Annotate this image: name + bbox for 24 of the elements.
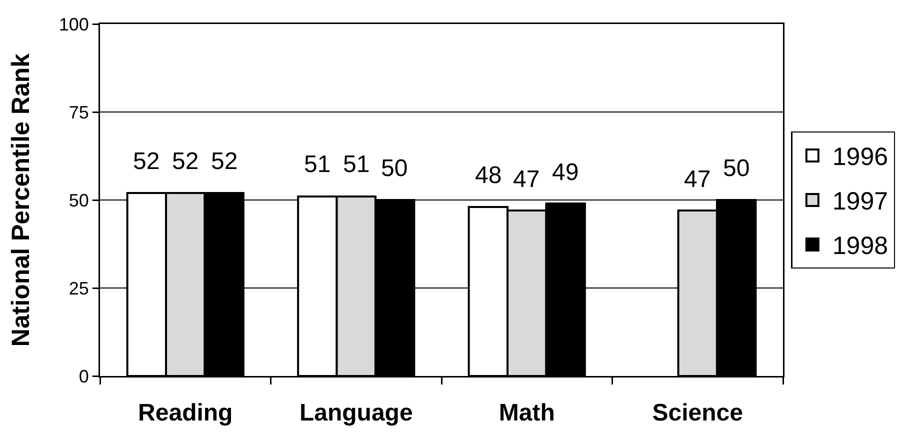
data-label: 51 (343, 151, 370, 178)
y-tick-label: 75 (68, 102, 89, 122)
y-tick-label: 0 (78, 366, 89, 386)
data-label: 49 (552, 159, 579, 186)
y-tick-label: 25 (68, 278, 89, 298)
data-label: 51 (304, 151, 331, 178)
legend-label: 1998 (832, 232, 888, 260)
legend-label: 1996 (832, 143, 888, 172)
x-tick-label: Math (498, 399, 555, 426)
data-label: 50 (381, 155, 408, 182)
data-label: 48 (475, 162, 502, 189)
y-tick-label: 50 (68, 190, 89, 210)
x-tick-label: Reading (138, 399, 233, 426)
data-label: 52 (172, 148, 199, 175)
legend-label: 1997 (832, 188, 888, 216)
data-label: 47 (684, 166, 711, 193)
data-label: 47 (513, 166, 540, 193)
y-tick-label: 100 (58, 14, 89, 34)
data-label: 52 (133, 148, 160, 175)
x-tick-label: Science (652, 399, 743, 426)
x-tick-label: Language (299, 399, 413, 426)
data-label: 52 (211, 148, 238, 175)
data-label: 50 (723, 155, 750, 182)
y-axis-title: National Percentile Rank (6, 53, 35, 347)
